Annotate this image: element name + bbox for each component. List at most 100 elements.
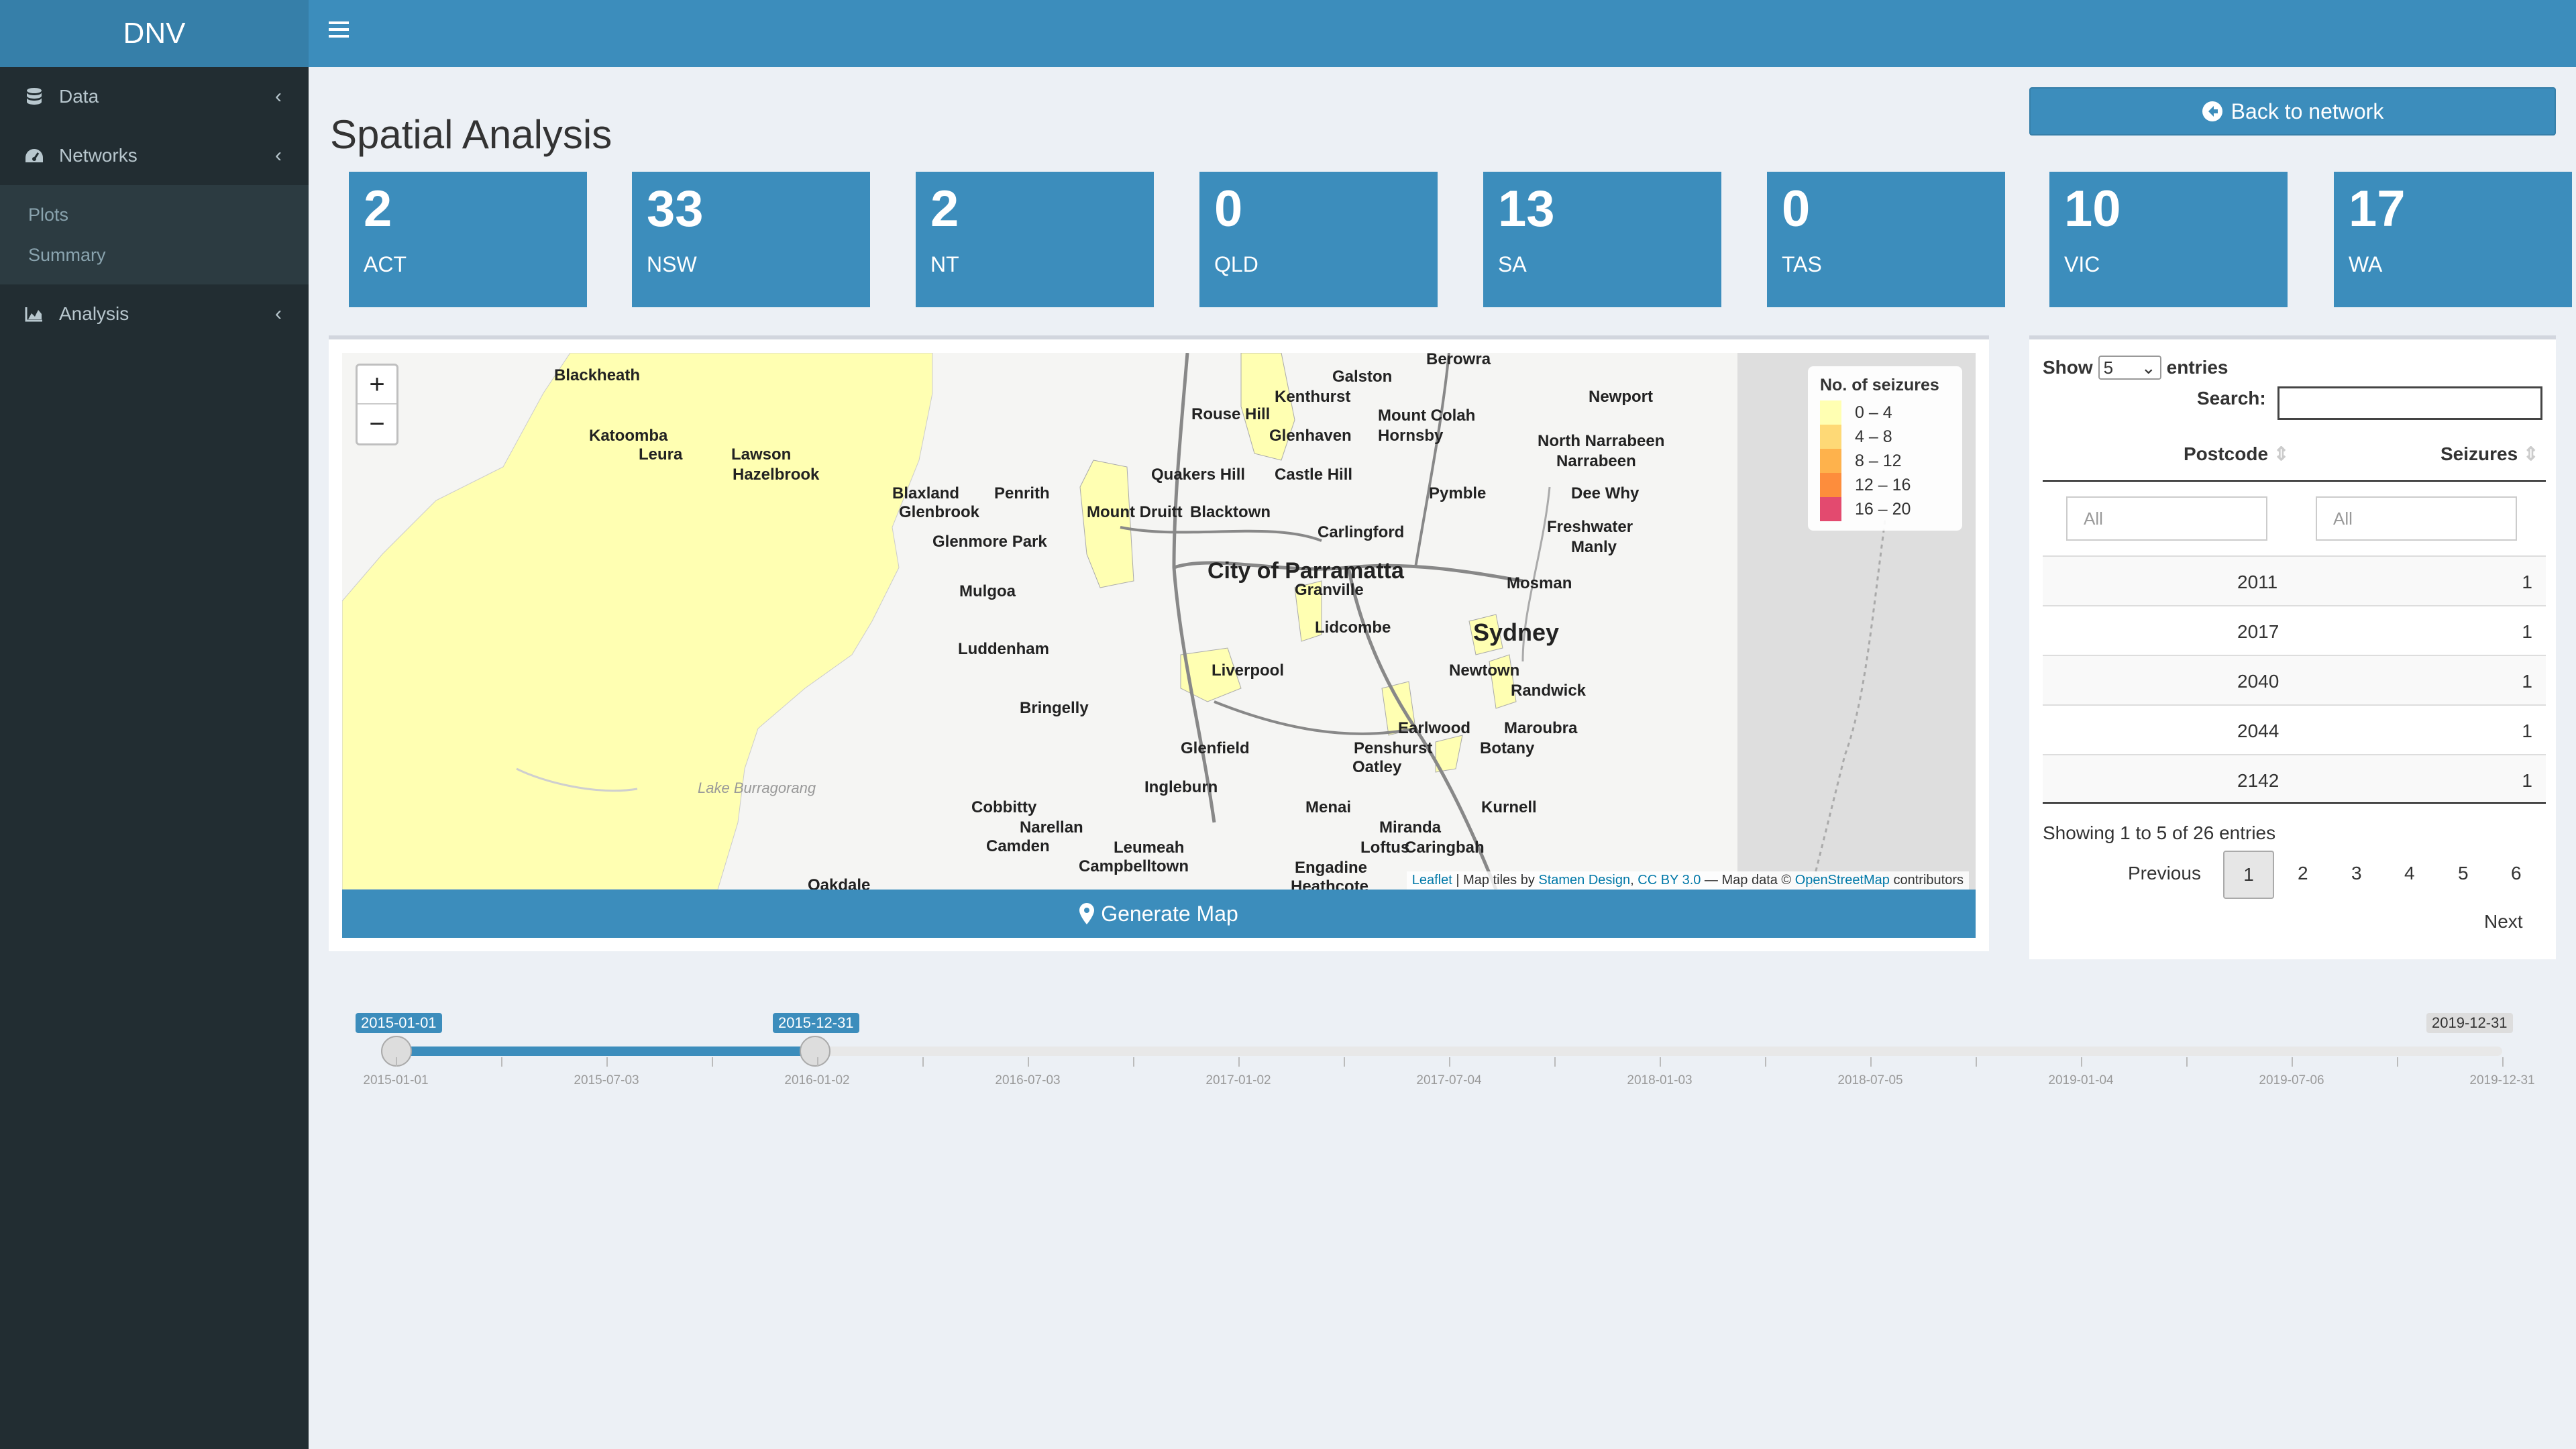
pagination-page-6[interactable]: 6 (2511, 863, 2522, 883)
osm-link[interactable]: OpenStreetMap (1794, 873, 1890, 888)
value-box-number: 17 (2349, 180, 2406, 237)
map-legend: No. of seizures 0 – 4 4 – 8 8 – 12 12 – … (1808, 366, 1962, 531)
map-place-label: Newport (1589, 388, 1653, 406)
map-place-label: Glenhaven (1269, 427, 1352, 445)
search-label: Search: (2197, 388, 2266, 409)
back-to-network-button[interactable]: Back to network (2029, 87, 2556, 136)
header-divider (2043, 480, 2546, 482)
value-box-number: 2 (930, 180, 959, 237)
slider-tick-label: 2019-07-06 (2259, 1073, 2324, 1087)
page-length-select[interactable]: 5 ⌄ (2098, 356, 2161, 380)
leaflet-map[interactable]: Blackheath Katoomba Leura Lawson Hazelbr… (342, 353, 1976, 890)
show-label: Show (2043, 357, 2093, 378)
value-box-label: QLD (1214, 252, 1258, 276)
table-info: Showing 1 to 5 of 26 entries (2043, 822, 2276, 843)
submenu-item-summary[interactable]: Summary (28, 245, 106, 265)
zoom-out-button[interactable]: − (369, 409, 385, 439)
value-box-label: NT (930, 252, 959, 276)
value-box-tas: 0 TAS (1767, 172, 2005, 307)
leaflet-link[interactable]: Leaflet (1411, 873, 1452, 888)
table-row[interactable]: 2040 1 (2043, 655, 2546, 704)
generate-map-button[interactable]: Generate Map (342, 890, 1976, 938)
value-box-label: ACT (364, 252, 407, 276)
slider-tick (1238, 1057, 1240, 1067)
pagination-page-1[interactable]: 1 (2223, 851, 2274, 899)
table-row[interactable]: 2044 1 (2043, 704, 2546, 754)
slider-tick (1449, 1057, 1450, 1067)
slider-tick-label: 2016-07-03 (995, 1073, 1061, 1087)
table-row[interactable]: 2017 1 (2043, 605, 2546, 655)
filter-postcode-input[interactable]: All (2066, 496, 2267, 541)
map-place-label: Liverpool (1212, 661, 1285, 680)
value-box-wa: 17 WA (2334, 172, 2572, 307)
slider-selected-range (396, 1046, 815, 1056)
slider-tick (817, 1057, 818, 1067)
slider-tick (1133, 1057, 1134, 1067)
map-place-label: Castle Hill (1275, 466, 1353, 484)
column-header-postcode[interactable]: Postcode ⇕ (2184, 443, 2289, 465)
map-place-label: Blacktown (1190, 503, 1271, 521)
slider-tick (2292, 1057, 2293, 1067)
cell-seizures: 1 (2522, 770, 2532, 791)
area-chart-icon (24, 304, 44, 324)
attribution-text: — Map data © (1701, 873, 1795, 888)
map-place-label: Menai (1305, 798, 1352, 816)
cc-link[interactable]: CC BY 3.0 (1638, 873, 1701, 888)
value-box-label: NSW (647, 252, 697, 276)
map-place-label: Lake Burragorang (698, 780, 816, 796)
pagination-page-5[interactable]: 5 (2458, 863, 2469, 883)
slider-tick (501, 1057, 502, 1067)
map-place-label: Katoomba (589, 427, 668, 445)
map-place-label: Sydney (1473, 619, 1560, 646)
slider-track[interactable] (396, 1046, 2502, 1056)
slider-tick-label: 2017-07-04 (1416, 1073, 1482, 1087)
search-input[interactable] (2277, 386, 2542, 420)
pagination-page-3[interactable]: 3 (2351, 863, 2362, 883)
attribution-text: , (1630, 873, 1638, 888)
table-row[interactable]: 2011 1 (2043, 555, 2546, 605)
slider-tick (1660, 1057, 1661, 1067)
table-panel (2029, 335, 2556, 959)
map-place-label: Lawson (731, 445, 792, 464)
map-place-label: Penrith (994, 484, 1050, 502)
slider-tick (2186, 1057, 2188, 1067)
generate-map-label: Generate Map (1101, 901, 1238, 926)
legend-label: 0 – 4 (1855, 402, 1892, 422)
sort-icon: ⇕ (2273, 443, 2290, 464)
pagination-page-4[interactable]: 4 (2404, 863, 2415, 883)
filter-seizures-input[interactable]: All (2316, 496, 2517, 541)
legend-entry: 0 – 4 (1820, 400, 1950, 425)
value-box-qld: 0 QLD (1199, 172, 1438, 307)
map-place-label: Glenbrook (899, 503, 980, 521)
map-place-label: Bringelly (1020, 699, 1089, 717)
top-navbar (309, 0, 2576, 67)
pagination-previous[interactable]: Previous (2128, 863, 2201, 883)
sidebar-item-label: Networks (59, 145, 138, 166)
slider-to-handle[interactable] (800, 1036, 830, 1067)
map-place-label: Glenmore Park (932, 533, 1047, 551)
zoom-in-button[interactable]: + (358, 366, 396, 405)
value-box-number: 0 (1214, 180, 1243, 237)
cell-seizures: 1 (2522, 621, 2532, 642)
legend-entry: 16 – 20 (1820, 497, 1950, 521)
table-row[interactable]: 2142 1 (2043, 754, 2546, 804)
column-header-seizures[interactable]: Seizures ⇕ (2440, 443, 2538, 465)
submenu-item-plots[interactable]: Plots (28, 205, 69, 225)
slider-to-label: 2015-12-31 (773, 1013, 859, 1033)
slider-tick (396, 1057, 397, 1067)
legend-swatch (1820, 400, 1841, 425)
map-place-label: Luddenham (958, 640, 1049, 658)
slider-tick (922, 1057, 924, 1067)
zoom-control: + − (356, 364, 398, 445)
sidebar-item-data[interactable]: Data ‹ (0, 67, 309, 126)
pagination-page-2[interactable]: 2 (2298, 863, 2308, 883)
map-marker-icon (1079, 903, 1095, 924)
map-place-label: Blackheath (554, 366, 641, 384)
sidebar-item-analysis[interactable]: Analysis ‹ (0, 284, 309, 343)
sidebar-item-networks[interactable]: Networks ‹ (0, 126, 309, 185)
app-logo[interactable]: DNV (0, 0, 309, 67)
stamen-link[interactable]: Stamen Design (1538, 873, 1631, 888)
pagination-next[interactable]: Next (2484, 911, 2523, 932)
sidebar-toggle-icon[interactable] (329, 21, 349, 44)
page-title: Spatial Analysis (330, 112, 612, 157)
